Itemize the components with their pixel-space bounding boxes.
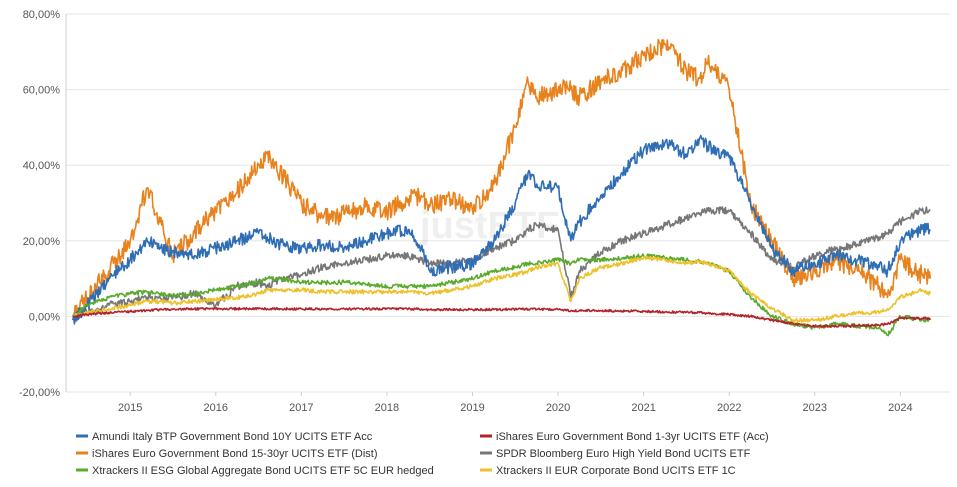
- series-lines: [72, 38, 932, 337]
- legend-label: SPDR Bloomberg Euro High Yield Bond UCIT…: [496, 448, 751, 460]
- legend-label: Xtrackers II EUR Corporate Bond UCITS ET…: [496, 465, 736, 477]
- x-axis-ticks: 2015 2016 2017 2018 2019 2020 2021 2022 2023 2024: [118, 392, 913, 414]
- legend-label: Amundi Italy BTP Government Bond 10Y UCI…: [92, 431, 373, 443]
- x-tick-label: 2024: [888, 402, 912, 414]
- x-tick-label: 2021: [631, 402, 655, 414]
- x-tick-label: 2017: [289, 402, 313, 414]
- legend-label: iShares Euro Government Bond 15-30yr UCI…: [92, 448, 377, 460]
- x-tick-label: 2016: [204, 402, 228, 414]
- x-tick-label: 2018: [375, 402, 399, 414]
- series-line: [72, 38, 932, 323]
- x-tick-label: 2020: [546, 402, 570, 414]
- legend: Amundi Italy BTP Government Bond 10Y UCI…: [76, 431, 769, 477]
- legend-label: iShares Euro Government Bond 1-3yr UCITS…: [496, 431, 769, 443]
- x-tick-label: 2015: [118, 402, 142, 414]
- x-tick-label: 2022: [717, 402, 741, 414]
- y-axis-ticks: -20,00% 0,00% 20,00% 40,00% 60,00% 80,00%: [19, 9, 60, 399]
- grid: [65, 13, 950, 393]
- y-tick-label: 40,00%: [23, 160, 61, 172]
- x-tick-label: 2019: [460, 402, 484, 414]
- y-tick-label: 20,00%: [23, 236, 61, 248]
- series-line: [72, 134, 931, 325]
- y-tick-label: 80,00%: [23, 9, 61, 21]
- series-line: [72, 306, 931, 329]
- y-tick-label: 60,00%: [23, 85, 61, 97]
- legend-label: Xtrackers II ESG Global Aggregate Bond U…: [92, 465, 434, 477]
- watermark-text: justETF: [419, 205, 559, 247]
- series-line: [72, 255, 932, 324]
- y-tick-label: -20,00%: [19, 387, 60, 399]
- x-tick-label: 2023: [803, 402, 827, 414]
- y-tick-label: 0,00%: [29, 311, 60, 323]
